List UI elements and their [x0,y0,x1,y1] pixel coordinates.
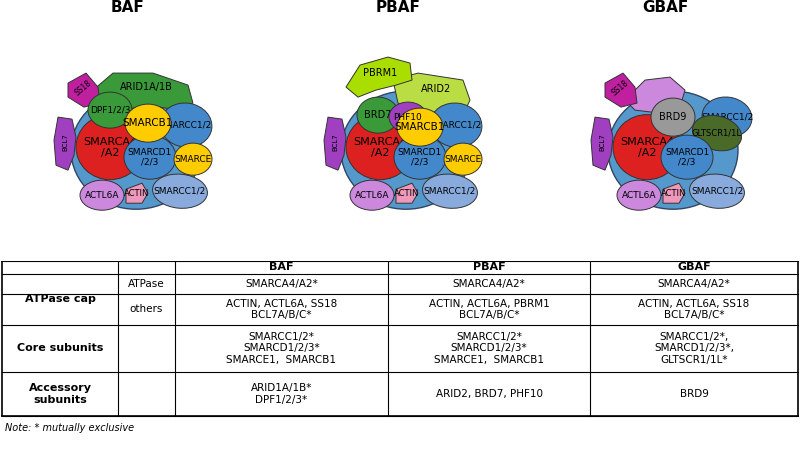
Text: ACTIN, ACTL6A, SS18
BCL7A/B/C*: ACTIN, ACTL6A, SS18 BCL7A/B/C* [638,299,750,320]
Text: ACTIN: ACTIN [662,189,686,198]
Ellipse shape [661,135,713,179]
Ellipse shape [651,98,695,136]
Text: ARID1A/1B: ARID1A/1B [119,82,173,92]
Text: SMARCC1/2: SMARCC1/2 [424,187,476,196]
Text: BAF: BAF [111,0,145,14]
Text: SS18: SS18 [610,79,630,98]
Ellipse shape [174,143,212,175]
Ellipse shape [422,174,478,208]
Text: PBAF: PBAF [375,0,421,14]
Text: SMARCA4/A2*: SMARCA4/A2* [658,279,730,289]
Ellipse shape [76,115,144,180]
Text: SMARCC1/2*
SMARCD1/2/3*
SMARCE1,  SMARCB1: SMARCC1/2* SMARCD1/2/3* SMARCE1, SMARCB1 [434,332,544,365]
Ellipse shape [389,102,427,132]
Text: SMARCB1: SMARCB1 [123,118,173,128]
Text: DPF1/2/3: DPF1/2/3 [90,106,130,115]
Text: SS18: SS18 [73,79,93,98]
Text: GBAF: GBAF [642,0,688,14]
Ellipse shape [430,103,482,147]
Text: PHF10: PHF10 [394,113,422,122]
Text: BCL7: BCL7 [332,133,338,151]
Text: ACTIN: ACTIN [124,189,150,198]
Text: ACTL6A: ACTL6A [85,191,119,200]
Ellipse shape [124,135,176,179]
Ellipse shape [88,92,132,128]
Ellipse shape [160,103,212,147]
Text: ACTL6A: ACTL6A [622,191,656,200]
Text: SMARCC1/2*,
SMARCD1/2/3*,
GLTSCR1/1L*: SMARCC1/2*, SMARCD1/2/3*, GLTSCR1/1L* [654,332,734,365]
Text: others: others [130,304,163,315]
Text: SMARCD1
/2/3: SMARCD1 /2/3 [128,148,172,166]
Text: SMARCA4
/A2: SMARCA4 /A2 [620,137,674,158]
Text: SMARCD1
/2/3: SMARCD1 /2/3 [665,148,709,166]
Polygon shape [346,57,412,97]
Ellipse shape [617,180,661,210]
Ellipse shape [125,104,171,142]
Text: GLTSCR1/1L: GLTSCR1/1L [692,129,742,137]
Polygon shape [625,77,685,113]
Text: SMARCA4/A2*: SMARCA4/A2* [245,279,318,289]
Text: Core subunits: Core subunits [17,343,103,354]
Ellipse shape [341,91,471,209]
Polygon shape [93,73,193,110]
Ellipse shape [702,97,752,137]
Ellipse shape [80,180,124,210]
Text: BRD9: BRD9 [659,112,686,122]
Text: GBAF: GBAF [677,262,711,273]
Text: BAF: BAF [270,262,294,273]
Ellipse shape [690,174,745,208]
Text: PBAF: PBAF [473,262,506,273]
Polygon shape [605,73,637,107]
Polygon shape [324,117,346,170]
Ellipse shape [608,91,738,209]
Text: SMARCE: SMARCE [174,155,212,164]
Text: SMARCA4
/A2: SMARCA4 /A2 [353,137,407,158]
Text: SMARCA4
/A2: SMARCA4 /A2 [83,137,137,158]
Ellipse shape [394,135,446,179]
Ellipse shape [350,180,394,210]
Ellipse shape [397,108,443,146]
Text: ACTIN: ACTIN [394,189,420,198]
Text: SMARCC1/2: SMARCC1/2 [160,121,212,130]
Text: BRD7: BRD7 [364,110,392,120]
Text: SMARCC1/2: SMARCC1/2 [154,187,206,196]
Ellipse shape [444,143,482,175]
Ellipse shape [613,115,681,180]
Polygon shape [591,117,613,170]
Text: SMARCE: SMARCE [444,155,482,164]
Polygon shape [663,183,685,203]
Ellipse shape [71,91,201,209]
Polygon shape [68,73,100,107]
Text: BCL7: BCL7 [62,133,68,151]
Text: BRD9: BRD9 [679,389,709,399]
Ellipse shape [346,115,414,180]
Text: SMARCB1: SMARCB1 [395,122,445,132]
Text: SMARCC1/2: SMARCC1/2 [691,187,743,196]
Text: Accessory
subunits: Accessory subunits [29,383,91,405]
Text: BCL7: BCL7 [599,133,605,151]
Ellipse shape [357,97,399,133]
Text: ACTIN, ACTL6A, SS18
BCL7A/B/C*: ACTIN, ACTL6A, SS18 BCL7A/B/C* [226,299,337,320]
Polygon shape [393,73,470,117]
Text: SMARCD1
/2/3: SMARCD1 /2/3 [398,148,442,166]
Text: Note: * mutually exclusive: Note: * mutually exclusive [5,423,134,433]
Text: ACTIN, ACTL6A, PBRM1
BCL7A/B/C*: ACTIN, ACTL6A, PBRM1 BCL7A/B/C* [429,299,550,320]
Ellipse shape [153,174,207,208]
Text: PBRM1: PBRM1 [363,68,397,78]
Text: ATPase: ATPase [128,279,165,289]
Text: ARID1A/1B*
DPF1/2/3*: ARID1A/1B* DPF1/2/3* [251,383,312,405]
Text: SMARCC1/2: SMARCC1/2 [701,113,753,122]
Text: SMARCC1/2*
SMARCD1/2/3*
SMARCE1,  SMARCB1: SMARCC1/2* SMARCD1/2/3* SMARCE1, SMARCB1 [226,332,337,365]
Text: SMARCC1/2: SMARCC1/2 [430,121,482,130]
Ellipse shape [693,116,742,151]
Text: ACTL6A: ACTL6A [354,191,390,200]
Polygon shape [396,183,418,203]
Text: ATPase cap: ATPase cap [25,295,95,304]
Text: SMARCA4/A2*: SMARCA4/A2* [453,279,526,289]
Text: ARID2, BRD7, PHF10: ARID2, BRD7, PHF10 [435,389,542,399]
Polygon shape [54,117,76,170]
Polygon shape [126,183,148,203]
Text: ARID2: ARID2 [421,84,451,94]
